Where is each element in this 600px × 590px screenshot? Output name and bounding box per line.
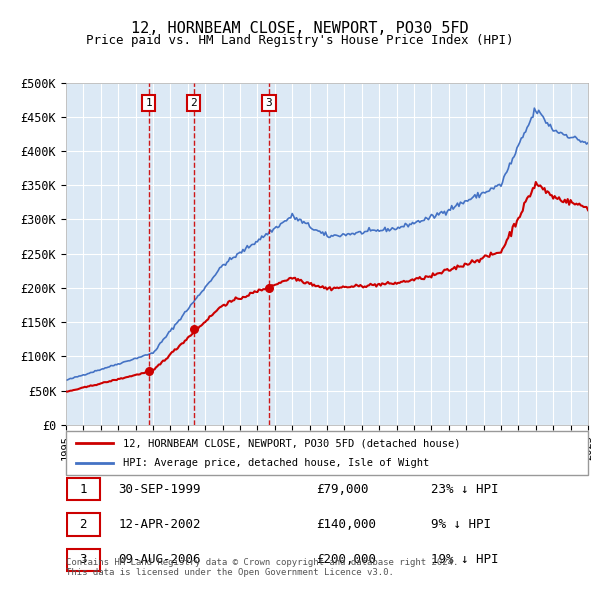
Text: 19% ↓ HPI: 19% ↓ HPI	[431, 553, 499, 566]
FancyBboxPatch shape	[67, 478, 100, 500]
Text: £200,000: £200,000	[317, 553, 377, 566]
Text: Contains HM Land Registry data © Crown copyright and database right 2024.
This d: Contains HM Land Registry data © Crown c…	[66, 558, 458, 577]
Text: 2: 2	[190, 98, 197, 108]
FancyBboxPatch shape	[67, 513, 100, 536]
Text: 9% ↓ HPI: 9% ↓ HPI	[431, 518, 491, 531]
Text: 12-APR-2002: 12-APR-2002	[118, 518, 200, 531]
Text: £140,000: £140,000	[317, 518, 377, 531]
FancyBboxPatch shape	[67, 549, 100, 571]
Text: 3: 3	[266, 98, 272, 108]
Text: 12, HORNBEAM CLOSE, NEWPORT, PO30 5FD: 12, HORNBEAM CLOSE, NEWPORT, PO30 5FD	[131, 21, 469, 35]
Text: 2: 2	[79, 518, 87, 531]
Point	[264, 283, 274, 293]
Text: 23% ↓ HPI: 23% ↓ HPI	[431, 483, 499, 496]
FancyBboxPatch shape	[66, 431, 588, 475]
Text: 30-SEP-1999: 30-SEP-1999	[118, 483, 200, 496]
Text: Price paid vs. HM Land Registry's House Price Index (HPI): Price paid vs. HM Land Registry's House …	[86, 34, 514, 47]
Point	[189, 324, 199, 334]
Text: 3: 3	[79, 553, 87, 566]
Text: 1: 1	[79, 483, 87, 496]
Text: 09-AUG-2006: 09-AUG-2006	[118, 553, 200, 566]
Text: 1: 1	[145, 98, 152, 108]
Point	[144, 366, 154, 375]
Text: 12, HORNBEAM CLOSE, NEWPORT, PO30 5FD (detached house): 12, HORNBEAM CLOSE, NEWPORT, PO30 5FD (d…	[124, 438, 461, 448]
Text: HPI: Average price, detached house, Isle of Wight: HPI: Average price, detached house, Isle…	[124, 458, 430, 467]
Text: £79,000: £79,000	[317, 483, 369, 496]
